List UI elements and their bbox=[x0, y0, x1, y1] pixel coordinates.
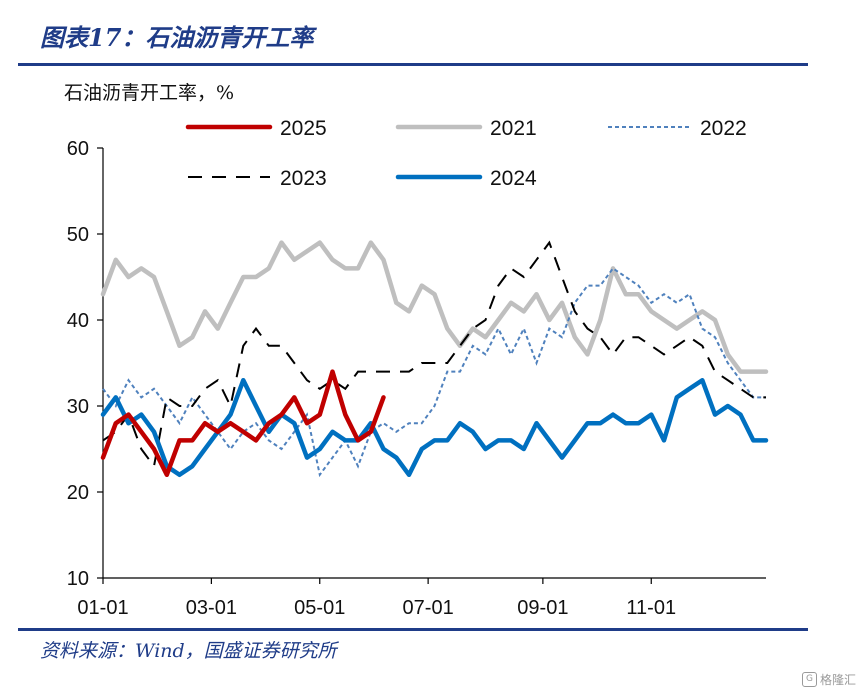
legend-label-2025: 2025 bbox=[280, 117, 327, 140]
x-tick-label: 11-01 bbox=[626, 597, 676, 619]
source-note: 资料来源：Wind，国盛证券研究所 bbox=[40, 640, 337, 662]
y-tick-label: 20 bbox=[67, 482, 89, 504]
x-tick-label: 07-01 bbox=[403, 597, 454, 619]
source-rule bbox=[18, 628, 808, 631]
figure-title: 图表17：石油沥青开工率 bbox=[40, 23, 314, 52]
series-line-2022 bbox=[102, 267, 766, 478]
title-rule bbox=[18, 63, 808, 66]
x-tick-label: 05-01 bbox=[294, 597, 345, 619]
x-tick-label: 09-01 bbox=[517, 597, 568, 619]
y-tick-label: 50 bbox=[67, 224, 89, 246]
series-line-2021 bbox=[100, 240, 769, 374]
legend-label-2022: 2022 bbox=[700, 117, 747, 140]
legend-label-2023: 2023 bbox=[280, 167, 327, 190]
legend-label-2024: 2024 bbox=[490, 167, 537, 190]
series-line-2025 bbox=[100, 369, 386, 478]
legend-label-2021: 2021 bbox=[490, 117, 537, 140]
y-tick-label: 40 bbox=[67, 310, 89, 332]
series-line-2024 bbox=[100, 377, 769, 478]
y-tick-label: 10 bbox=[67, 568, 89, 590]
y-tick-label: 60 bbox=[67, 138, 89, 160]
watermark: G 格隆汇 bbox=[801, 671, 856, 688]
x-tick-label: 01-01 bbox=[77, 597, 128, 619]
watermark-logo-icon: G bbox=[801, 672, 817, 687]
series-line-2023 bbox=[102, 240, 766, 469]
x-tick-label: 03-01 bbox=[186, 597, 237, 619]
watermark-text: 格隆汇 bbox=[819, 673, 856, 687]
y-tick-label: 30 bbox=[67, 396, 89, 418]
y-axis-unit-label: 石油沥青开工率，% bbox=[64, 82, 235, 104]
